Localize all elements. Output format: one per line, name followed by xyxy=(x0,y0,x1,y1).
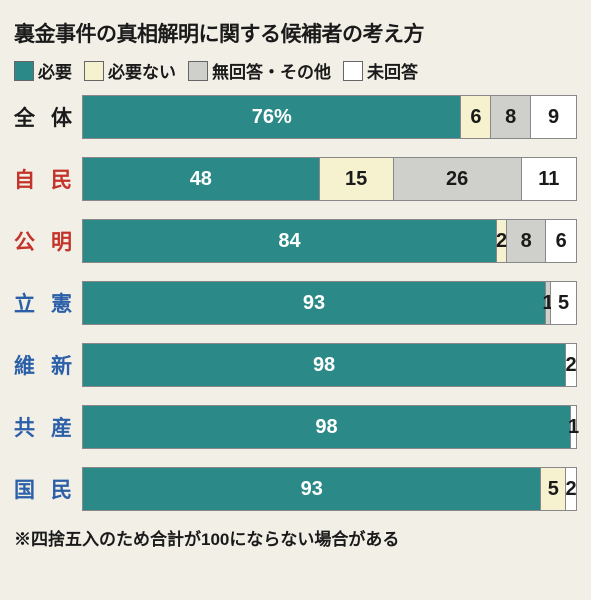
row-label-char: 民 xyxy=(51,474,72,504)
segment-value: 11 xyxy=(538,168,559,191)
segment-value: 84 xyxy=(278,230,300,253)
bar-segment: 5 xyxy=(551,282,576,324)
bar-segment: 93 xyxy=(83,468,541,510)
segment-value: 5 xyxy=(548,478,559,501)
bar-segment: 15 xyxy=(320,158,394,200)
row-label-char: 共 xyxy=(14,412,35,442)
bar-row: 全体 76% 6 8 9 xyxy=(14,95,577,139)
bar-segment: 26 xyxy=(394,158,522,200)
bar-segment: 9 xyxy=(531,96,576,138)
row-label: 全体 xyxy=(14,102,82,132)
bar-segment: 8 xyxy=(491,96,531,138)
row-label-char: 産 xyxy=(51,412,72,442)
segment-value: 76% xyxy=(252,106,292,129)
row-label: 維新 xyxy=(14,350,82,380)
stacked-bar: 98 1 xyxy=(82,405,577,449)
segment-value: 48 xyxy=(190,168,212,191)
row-label-char: 体 xyxy=(51,102,72,132)
bar-segment: 8 xyxy=(507,220,546,262)
segment-value: 9 xyxy=(548,106,559,129)
legend-label: 必要 xyxy=(38,58,72,83)
bar-row: 共産 98 1 xyxy=(14,405,577,449)
segment-value: 2 xyxy=(496,230,507,253)
segment-value: 98 xyxy=(315,416,337,439)
segment-value: 2 xyxy=(565,354,576,377)
stacked-bar: 9315 xyxy=(82,281,577,325)
segment-value: 6 xyxy=(470,106,481,129)
row-label: 共産 xyxy=(14,412,82,442)
segment-value: 5 xyxy=(558,292,569,315)
row-label-char: 立 xyxy=(14,288,35,318)
row-label: 立憲 xyxy=(14,288,82,318)
stacked-bar: 48 15 26 11 xyxy=(82,157,577,201)
legend-swatch xyxy=(84,61,104,81)
bar-segment: 76% xyxy=(83,96,461,138)
row-label-char: 新 xyxy=(51,350,72,380)
row-label-char: 憲 xyxy=(51,288,72,318)
legend-swatch xyxy=(14,61,34,81)
row-label: 国民 xyxy=(14,474,82,504)
legend-label: 未回答 xyxy=(367,58,418,83)
row-label: 公明 xyxy=(14,226,82,256)
stacked-bar: 93 52 xyxy=(82,467,577,511)
bar-segment: 98 xyxy=(83,406,571,448)
segment-value: 98 xyxy=(313,354,335,377)
bar-segment: 2 xyxy=(497,220,507,262)
chart-title: 裏金事件の真相解明に関する候補者の考え方 xyxy=(14,18,577,48)
bar-row: 立憲9315 xyxy=(14,281,577,325)
bar-segment: 98 xyxy=(83,344,566,386)
bar-row: 自民 48 15 26 11 xyxy=(14,157,577,201)
bar-row: 維新 98 2 xyxy=(14,343,577,387)
segment-value: 1 xyxy=(568,416,579,439)
bar-segment: 48 xyxy=(83,158,320,200)
row-label-char: 民 xyxy=(51,164,72,194)
bar-segment: 84 xyxy=(83,220,497,262)
stacked-bar: 76% 6 8 9 xyxy=(82,95,577,139)
bar-segment: 93 xyxy=(83,282,546,324)
bar-segment: 2 xyxy=(566,468,576,510)
row-label-char: 自 xyxy=(14,164,35,194)
segment-value: 93 xyxy=(301,478,323,501)
legend-label: 必要ない xyxy=(108,58,176,83)
bar-segment: 2 xyxy=(566,344,576,386)
bar-segment: 6 xyxy=(546,220,576,262)
legend-label: 無回答・その他 xyxy=(212,58,331,83)
bar-segment: 1 xyxy=(571,406,576,448)
bar-segment: 6 xyxy=(461,96,491,138)
footnote: ※四捨五入のため合計が100にならない場合がある xyxy=(14,525,577,550)
row-label: 自民 xyxy=(14,164,82,194)
row-label-char: 公 xyxy=(14,226,35,256)
legend: 必要 必要ない 無回答・その他 未回答 xyxy=(14,58,577,83)
bar-rows: 全体76%689自民48152611公明84286立憲9315維新982共産98… xyxy=(14,95,577,511)
bar-row: 公明 84 28 6 xyxy=(14,219,577,263)
segment-value: 8 xyxy=(505,106,516,129)
segment-value: 26 xyxy=(446,168,468,191)
row-label-char: 全 xyxy=(14,102,35,132)
row-label-char: 国 xyxy=(14,474,35,504)
segment-value: 15 xyxy=(345,168,367,191)
segment-value: 2 xyxy=(565,478,576,501)
legend-swatch xyxy=(343,61,363,81)
row-label-char: 維 xyxy=(14,350,35,380)
stacked-bar: 98 2 xyxy=(82,343,577,387)
segment-value: 6 xyxy=(556,230,567,253)
segment-value: 93 xyxy=(303,292,325,315)
legend-swatch xyxy=(188,61,208,81)
row-label-char: 明 xyxy=(51,226,72,256)
bar-segment: 11 xyxy=(522,158,576,200)
segment-value: 8 xyxy=(521,230,532,253)
bar-segment: 5 xyxy=(541,468,566,510)
stacked-bar: 84 28 6 xyxy=(82,219,577,263)
bar-row: 国民 93 52 xyxy=(14,467,577,511)
